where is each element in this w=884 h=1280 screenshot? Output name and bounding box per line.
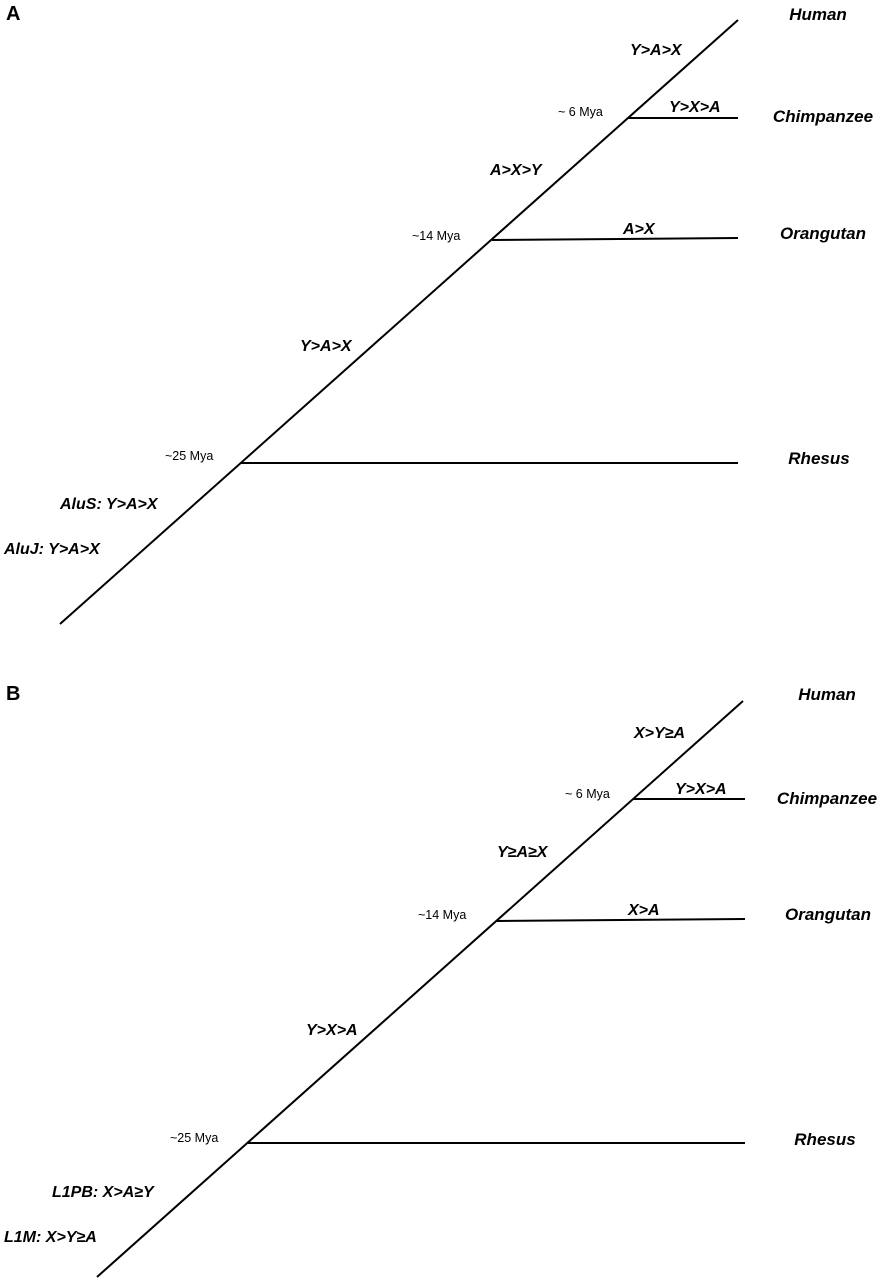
panel-b-family-1-order: L1PB: X>A≥Y	[52, 1184, 155, 1201]
panel-a-human-order: Y>A>X	[630, 42, 683, 59]
panel-a-chimp-split-time: ~ 6 Mya	[558, 105, 603, 119]
panel-a-label: A	[6, 3, 20, 25]
panel-b-chimp-split-time: ~ 6 Mya	[565, 787, 610, 801]
panel-b-orang-label: Orangutan	[785, 905, 871, 924]
panel-b: B Human Chimpanzee Orangutan Rhesus ~ 6 …	[4, 683, 877, 1278]
panel-a-family-1-order: AluS: Y>A>X	[59, 496, 159, 513]
panel-b-chimp-label: Chimpanzee	[777, 789, 877, 808]
panel-b-main-lineage	[96, 700, 744, 1278]
panel-a-orang-label: Orangutan	[780, 224, 866, 243]
panel-a-orang-branch	[491, 237, 739, 241]
panel-b-rhesus-label: Rhesus	[794, 1130, 855, 1149]
panel-a-orang-order: A>X	[622, 221, 656, 238]
panel-b-human-order: X>Y≥A	[633, 725, 685, 742]
panel-a-chimp-order: Y>X>A	[669, 99, 721, 116]
panel-b-orang-branch	[496, 918, 746, 922]
panel-a-human-label: Human	[789, 5, 847, 24]
panel-b-human-label: Human	[798, 685, 856, 704]
panel-b-family-2-order: L1M: X>Y≥A	[4, 1229, 97, 1246]
panel-a-rhesus-split-time: ~25 Mya	[165, 449, 213, 463]
panel-a-hco-ancestor-order: Y>A>X	[300, 338, 353, 355]
panel-b-hco-ancestor-order: Y>X>A	[306, 1022, 358, 1039]
panel-a-chimp-label: Chimpanzee	[773, 107, 873, 126]
panel-b-hc-ancestor-order: Y≥A≥X	[497, 844, 549, 861]
panel-b-chimp-order: Y>X>A	[675, 781, 727, 798]
panel-b-orang-split-time: ~14 Mya	[418, 908, 466, 922]
panel-a-orang-split-time: ~14 Mya	[412, 229, 460, 243]
panel-b-orang-order: X>A	[627, 902, 660, 919]
panel-b-rhesus-split-time: ~25 Mya	[170, 1131, 218, 1145]
panel-a-hc-ancestor-order: A>X>Y	[489, 162, 543, 179]
panel-b-label: B	[6, 683, 20, 705]
panel-a-rhesus-label: Rhesus	[788, 449, 849, 468]
panel-a-main-lineage	[59, 19, 739, 625]
panel-a-family-2-order: AluJ: Y>A>X	[3, 541, 101, 558]
panel-a: A Human Chimpanzee Orangutan Rhesus ~ 6 …	[3, 3, 873, 625]
